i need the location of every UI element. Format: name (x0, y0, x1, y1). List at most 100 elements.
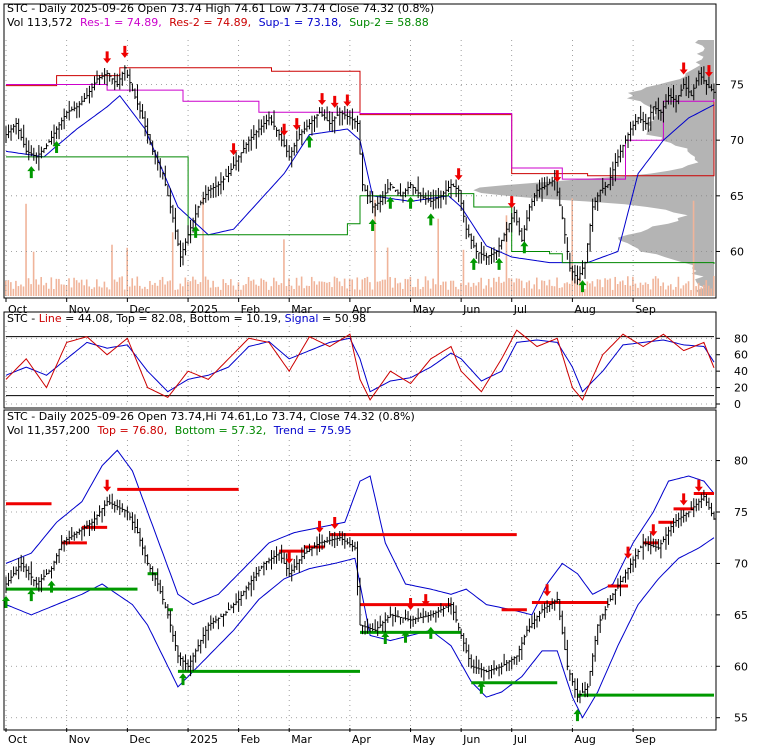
up-arrow (2, 596, 10, 608)
volume-bar (341, 286, 343, 296)
volume-bar (212, 280, 214, 296)
volume-bar (710, 288, 713, 296)
volume-bar (22, 286, 25, 296)
volume-bar (399, 282, 402, 296)
volume-bar (50, 277, 53, 296)
down-arrow (694, 479, 703, 492)
x-tick-label: Jun (462, 733, 480, 745)
volume-bar (503, 281, 505, 296)
volume-bar (151, 284, 154, 296)
volume-bar (647, 284, 649, 296)
y-tick-label: 75 (730, 79, 744, 92)
up-arrow (52, 141, 61, 154)
volume-bar (126, 247, 128, 296)
volume-bar (133, 285, 136, 296)
volume-bar (379, 281, 381, 296)
volume-bar (333, 276, 336, 296)
x-tick-label: Mar (291, 733, 312, 745)
price-panel-title: STC - Daily 2025-09-26 Open 73.74 High 7… (7, 2, 434, 15)
volume-bar (632, 276, 634, 296)
volume-bar (396, 283, 399, 296)
volume-bar (235, 289, 237, 296)
volume-bar (558, 287, 561, 296)
volume-bar (88, 286, 91, 296)
x-tick-label: Oct (8, 733, 28, 745)
volume-bar (621, 280, 624, 296)
volume-bar (353, 289, 356, 296)
volume-bar (639, 282, 642, 296)
bollinger-panel: STC - Daily 2025-09-26 Open 73.74,Hi 74.… (2, 409, 748, 746)
volume-bar (356, 277, 359, 296)
volume-bar (331, 287, 333, 296)
volume-bar (376, 281, 379, 296)
volume-bar (384, 279, 386, 296)
down-arrow (343, 94, 352, 107)
volume-bar (154, 282, 156, 296)
volume-bar (432, 278, 434, 296)
volume-bar (179, 283, 182, 296)
volume-bar (326, 282, 328, 296)
volume-bar (561, 287, 563, 296)
down-arrow (229, 143, 238, 156)
y-tick-label: 75 (734, 506, 748, 519)
stochastic-panel-title: STC - Line = 44.08, Top = 82.08, Bottom … (7, 312, 366, 325)
volume-bar (108, 289, 111, 296)
volume-bar (702, 284, 705, 296)
down-arrow (280, 123, 289, 136)
x-tick-label: 2025 (190, 303, 218, 316)
volume-bar (288, 278, 290, 296)
volume-bar (675, 286, 677, 296)
volume-bar (171, 232, 174, 296)
volume-bar (677, 276, 680, 296)
volume-bar (230, 279, 232, 296)
volume-bar (283, 239, 285, 296)
volume-bar (687, 281, 690, 296)
volume-bar (308, 285, 311, 296)
volume-bar (45, 282, 48, 296)
sup2-line (6, 156, 715, 264)
volume-bar (204, 276, 207, 296)
volume-bar (477, 282, 480, 296)
down-arrow (421, 594, 430, 607)
volume-bar (649, 289, 652, 296)
up-arrow (406, 196, 415, 209)
x-tick-label: Apr (352, 733, 372, 745)
boll-legend-bottom: Bottom = 57.32, (175, 424, 267, 437)
volume-bar (232, 285, 235, 296)
volume-bar (480, 277, 482, 296)
volume-bar (293, 289, 295, 296)
volume-bar (20, 284, 22, 296)
volume-bar (573, 278, 576, 296)
volume-bar (25, 203, 27, 296)
x-tick-label: Jun (462, 303, 480, 316)
down-arrow (120, 45, 129, 58)
volume-bar (156, 285, 159, 296)
up-arrow (386, 196, 395, 209)
volume-bar (250, 280, 252, 296)
volume-bar (361, 279, 364, 296)
volume-bar (184, 277, 187, 296)
volume-bar (465, 285, 467, 296)
volume-bar (174, 289, 177, 296)
volume-bar (439, 285, 442, 296)
y-tick-label: 20 (734, 382, 748, 395)
volume-bar (207, 279, 209, 296)
boll-legend-trend: Trend = 75.95 (273, 424, 352, 437)
volume-bar (70, 287, 73, 296)
volume-bar (447, 289, 450, 296)
x-tick-label: Feb (241, 733, 260, 745)
volume-bar (417, 278, 419, 296)
volume-bar (442, 281, 445, 296)
volume-bar (586, 281, 589, 296)
volume-bar (515, 278, 518, 296)
volume-bar (27, 278, 30, 296)
volume-bar (659, 285, 662, 296)
x-tick-label: Nov (69, 733, 91, 745)
volume-bar (85, 279, 88, 296)
price-legend-res2: Res-2 = 74.89, (169, 16, 251, 29)
volume-bar (538, 289, 541, 296)
volume-bar (222, 279, 225, 296)
volume-bar (616, 284, 619, 296)
up-arrow (368, 218, 377, 231)
